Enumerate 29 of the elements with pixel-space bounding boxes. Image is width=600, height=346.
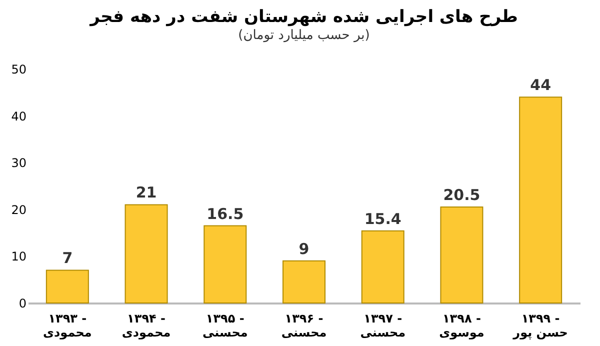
data-label: 21: [136, 184, 157, 202]
y-tick-label: 20: [11, 202, 26, 217]
x-tick-label: ۱۳۹۴ - محمودی: [122, 312, 171, 340]
bar: [361, 230, 404, 304]
x-tick-label: ۱۳۹۸ - موسوی: [439, 312, 484, 340]
y-tick-label: 40: [11, 109, 26, 124]
y-tick-label: 50: [11, 62, 26, 76]
data-label: 9: [298, 240, 310, 258]
bar: [282, 260, 326, 304]
x-tick-label: ۱۳۹۹ - حسن پور: [512, 312, 568, 340]
y-tick-label: 30: [11, 156, 26, 170]
chart-title: طرح های اجرایی شده شهرستان شفت در دهه فجر: [89, 7, 518, 27]
bar: [204, 225, 247, 304]
chart-subtitle: (بر حسب میلیارد تومان): [238, 28, 370, 43]
data-label: 16.5: [206, 204, 244, 223]
data-label: 7: [62, 249, 73, 268]
data-label: 20.5: [443, 186, 480, 204]
bar: [124, 204, 168, 304]
x-tick-label: ۱۳۹۳ - محمودی: [43, 312, 92, 340]
x-tick-label: ۱۳۹۶ - محسنی: [281, 312, 327, 340]
x-tick-label: ۱۳۹۵ - محسنی: [202, 312, 248, 340]
bar: [46, 270, 89, 304]
data-label: 15.4: [364, 210, 402, 228]
y-tick-label: 10: [11, 250, 26, 264]
y-tick-label: 0: [18, 296, 26, 310]
bar: [519, 96, 562, 304]
x-tick-label: ۱۳۹۷ - محسنی: [360, 312, 406, 340]
data-label: 44: [530, 76, 552, 94]
bar: [440, 206, 484, 304]
